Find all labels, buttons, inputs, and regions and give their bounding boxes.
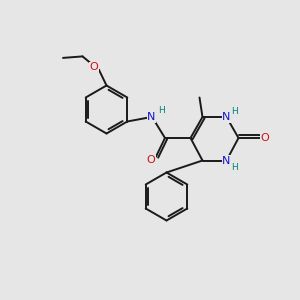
Text: H: H xyxy=(232,107,238,116)
Text: N: N xyxy=(222,112,231,122)
Text: O: O xyxy=(89,62,98,73)
Text: O: O xyxy=(260,133,269,143)
Text: H: H xyxy=(232,163,238,172)
Text: N: N xyxy=(222,155,231,166)
Text: H: H xyxy=(158,106,165,115)
Text: N: N xyxy=(147,112,156,122)
Text: O: O xyxy=(146,155,155,165)
